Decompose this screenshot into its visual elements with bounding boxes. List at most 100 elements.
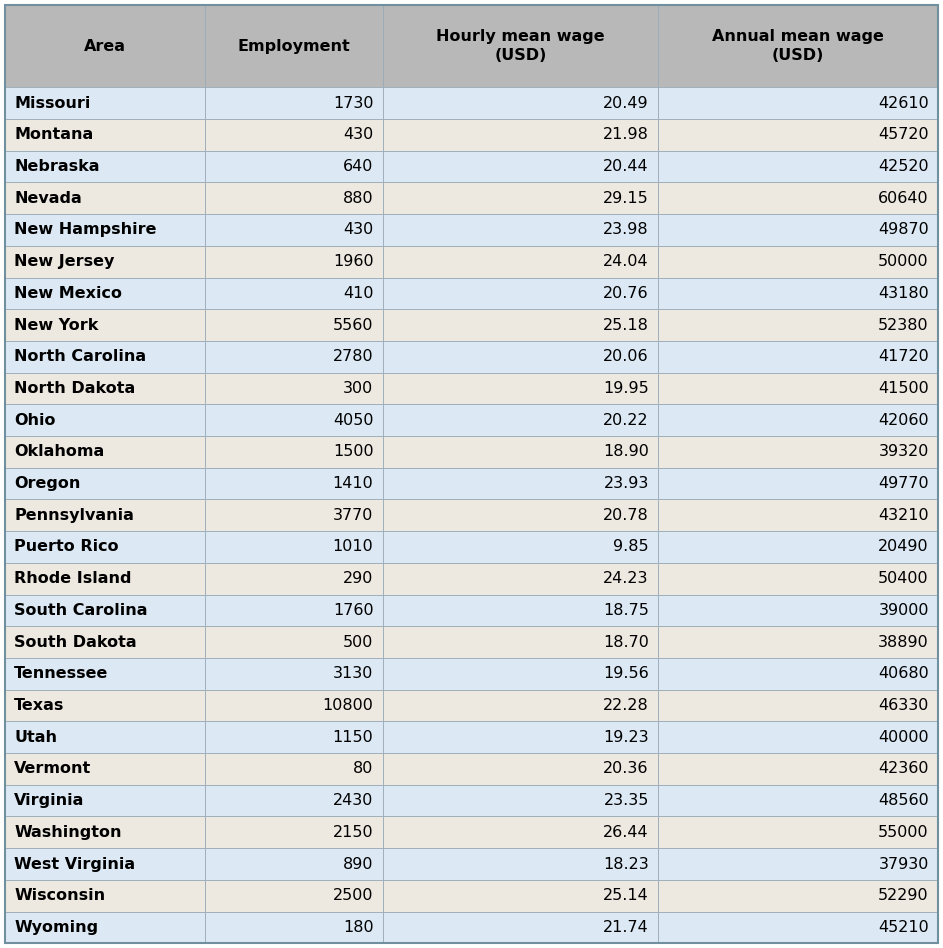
Bar xyxy=(383,594,658,627)
Bar xyxy=(658,563,938,594)
Bar xyxy=(658,309,938,341)
Text: 3130: 3130 xyxy=(333,666,373,682)
Text: Puerto Rico: Puerto Rico xyxy=(14,539,119,555)
Text: 10800: 10800 xyxy=(323,698,373,713)
Bar xyxy=(383,785,658,816)
Text: 26.44: 26.44 xyxy=(604,825,649,840)
Bar xyxy=(5,182,206,214)
Text: 45210: 45210 xyxy=(878,920,929,935)
Bar xyxy=(383,912,658,943)
Text: 52290: 52290 xyxy=(878,888,929,903)
Text: Employment: Employment xyxy=(238,39,351,53)
Text: 42360: 42360 xyxy=(878,761,929,776)
Text: 40680: 40680 xyxy=(878,666,929,682)
Bar xyxy=(658,467,938,500)
Text: 39000: 39000 xyxy=(878,603,929,618)
Text: 48560: 48560 xyxy=(878,793,929,808)
Bar xyxy=(383,405,658,436)
Bar xyxy=(383,278,658,309)
Text: 20.78: 20.78 xyxy=(603,508,649,522)
Bar xyxy=(658,785,938,816)
Bar xyxy=(206,753,383,785)
Bar xyxy=(658,848,938,880)
Text: 430: 430 xyxy=(343,223,373,238)
Bar xyxy=(5,373,206,405)
Text: 23.98: 23.98 xyxy=(604,223,649,238)
Text: 1500: 1500 xyxy=(333,445,373,460)
Bar xyxy=(658,880,938,912)
Bar xyxy=(206,467,383,500)
Bar xyxy=(206,627,383,658)
Bar xyxy=(383,436,658,467)
Text: Texas: Texas xyxy=(14,698,64,713)
Text: 38890: 38890 xyxy=(878,634,929,649)
Bar xyxy=(383,880,658,912)
Bar xyxy=(383,531,658,563)
Text: 1960: 1960 xyxy=(333,254,373,269)
Text: 50400: 50400 xyxy=(878,572,929,586)
Bar xyxy=(5,753,206,785)
Bar xyxy=(206,151,383,182)
Bar xyxy=(383,848,658,880)
Bar xyxy=(5,436,206,467)
Text: 41500: 41500 xyxy=(878,381,929,396)
Text: 49770: 49770 xyxy=(878,476,929,491)
Bar xyxy=(5,563,206,594)
Text: 23.35: 23.35 xyxy=(604,793,649,808)
Bar xyxy=(5,531,206,563)
Text: North Dakota: North Dakota xyxy=(14,381,136,396)
Text: 19.23: 19.23 xyxy=(604,730,649,745)
Text: 430: 430 xyxy=(343,127,373,142)
Bar xyxy=(5,912,206,943)
Bar xyxy=(383,373,658,405)
Text: 1410: 1410 xyxy=(333,476,373,491)
Text: 2500: 2500 xyxy=(333,888,373,903)
Bar xyxy=(206,880,383,912)
Bar xyxy=(5,309,206,341)
Text: 19.95: 19.95 xyxy=(603,381,649,396)
Bar xyxy=(383,246,658,278)
Bar xyxy=(383,627,658,658)
Text: Annual mean wage
(USD): Annual mean wage (USD) xyxy=(712,29,885,63)
Bar xyxy=(206,341,383,373)
Text: 50000: 50000 xyxy=(878,254,929,269)
Bar xyxy=(5,627,206,658)
Bar xyxy=(383,689,658,721)
Bar xyxy=(5,119,206,151)
Text: 18.23: 18.23 xyxy=(603,856,649,871)
Text: 19.56: 19.56 xyxy=(603,666,649,682)
Bar xyxy=(206,594,383,627)
Bar xyxy=(206,658,383,689)
Bar xyxy=(383,658,658,689)
Bar xyxy=(5,594,206,627)
Text: 21.98: 21.98 xyxy=(603,127,649,142)
Text: 890: 890 xyxy=(343,856,373,871)
Text: 880: 880 xyxy=(342,191,373,206)
Bar xyxy=(206,182,383,214)
Bar xyxy=(658,658,938,689)
Bar xyxy=(383,500,658,531)
Bar xyxy=(206,405,383,436)
Text: 5560: 5560 xyxy=(333,318,373,333)
Bar xyxy=(383,119,658,151)
Bar xyxy=(383,721,658,753)
Text: 43180: 43180 xyxy=(878,286,929,301)
Bar xyxy=(658,531,938,563)
Bar xyxy=(5,880,206,912)
Text: 42060: 42060 xyxy=(878,412,929,428)
Text: New Mexico: New Mexico xyxy=(14,286,123,301)
Bar xyxy=(658,689,938,721)
Bar xyxy=(383,5,658,87)
Text: 40000: 40000 xyxy=(878,730,929,745)
Text: Nevada: Nevada xyxy=(14,191,82,206)
Bar xyxy=(5,785,206,816)
Text: 9.85: 9.85 xyxy=(613,539,649,555)
Text: Ohio: Ohio xyxy=(14,412,56,428)
Bar xyxy=(383,341,658,373)
Bar xyxy=(383,214,658,246)
Text: 2150: 2150 xyxy=(333,825,373,840)
Bar xyxy=(383,467,658,500)
Bar xyxy=(206,214,383,246)
Bar xyxy=(658,627,938,658)
Bar xyxy=(206,563,383,594)
